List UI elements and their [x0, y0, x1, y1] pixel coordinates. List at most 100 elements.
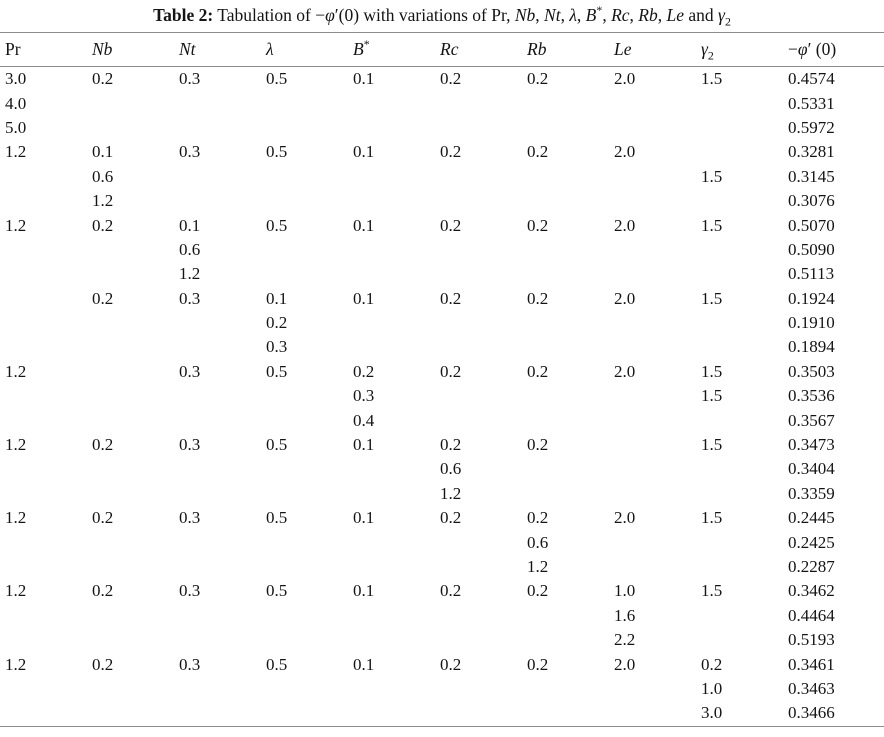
- cell-neg-phi-prime-0: 0.1924: [788, 288, 835, 308]
- cell-b-star: 0.4: [353, 410, 375, 430]
- cell-neg-phi-prime-0: 0.3359: [788, 483, 835, 503]
- cell-b-star: 0.1: [353, 508, 375, 528]
- text-segment: Nt: [179, 39, 196, 59]
- cell-b-star: 0.3: [353, 386, 375, 406]
- table-row: 0.6 1.5 0.3145: [0, 165, 884, 189]
- cell-rb: [522, 482, 609, 506]
- cell-b-star: [348, 189, 435, 213]
- results-table: Pr Nb Nt λ B* Rc Rb Le γ2 −φ′ (0) 3.0 0.2 0.3 0.5 0.1…: [0, 32, 884, 727]
- cell-lambda: [261, 628, 348, 652]
- cell-neg-phi-prime-0: 0.3463: [788, 678, 835, 698]
- cell-pr: 5.0: [5, 117, 27, 137]
- cell-nb: 0.2: [92, 69, 114, 89]
- cell-gamma2: [696, 116, 783, 140]
- table-row: 1.0 0.3463: [0, 677, 884, 701]
- cell-rb: [522, 262, 609, 286]
- cell-le: [609, 482, 696, 506]
- cell-gamma2: 1.5: [701, 166, 723, 186]
- cell-b-star: 0.2: [353, 361, 375, 381]
- cell-nb: [87, 604, 174, 628]
- cell-le: 2.0: [614, 361, 636, 381]
- cell-rc: 0.2: [440, 654, 462, 674]
- cell-gamma2: [696, 311, 783, 335]
- cell-gamma2: 1.5: [701, 581, 723, 601]
- text-segment: Le: [666, 5, 685, 25]
- cell-rc: [435, 238, 522, 262]
- cell-lambda: [261, 701, 348, 726]
- cell-le: 2.0: [614, 288, 636, 308]
- cell-pr: [0, 677, 87, 701]
- cell-neg-phi-prime-0: 0.1894: [788, 337, 835, 357]
- cell-rc: 0.2: [440, 435, 462, 455]
- cell-le: [609, 335, 696, 359]
- cell-b-star: 0.1: [353, 654, 375, 674]
- cell-pr: [0, 408, 87, 432]
- cell-gamma2: [696, 555, 783, 579]
- cell-rb: [522, 189, 609, 213]
- cell-neg-phi-prime-0: 0.2287: [788, 557, 835, 576]
- text-segment: ,: [629, 5, 639, 25]
- column-header-pr: Pr: [0, 33, 87, 67]
- cell-rc: 0.2: [440, 508, 462, 528]
- cell-rc: 0.6: [440, 459, 462, 479]
- cell-gamma2: [696, 628, 783, 652]
- cell-gamma2: [696, 457, 783, 481]
- cell-b-star: [348, 262, 435, 286]
- cell-rb: [522, 408, 609, 432]
- column-header-neg-phi-prime-0: −φ′ (0): [783, 33, 884, 67]
- text-segment: ′ (0): [807, 39, 837, 59]
- cell-rc: [435, 530, 522, 554]
- cell-lambda: [261, 165, 348, 189]
- cell-neg-phi-prime-0: 0.3462: [788, 581, 835, 601]
- cell-gamma2: 0.2: [701, 654, 723, 674]
- cell-nb: [87, 555, 174, 579]
- cell-rb: [522, 457, 609, 481]
- cell-neg-phi-prime-0: 0.5113: [788, 264, 835, 284]
- cell-nt: 0.6: [179, 239, 201, 259]
- cell-neg-phi-prime-0: 0.3076: [788, 191, 835, 211]
- cell-b-star: [348, 91, 435, 115]
- cell-nt: 0.3: [179, 508, 201, 528]
- cell-rc: [435, 165, 522, 189]
- cell-neg-phi-prime-0: 0.3536: [788, 386, 835, 406]
- cell-pr: [0, 604, 87, 628]
- cell-gamma2: 1.5: [701, 69, 723, 89]
- cell-rc: [435, 677, 522, 701]
- text-segment: Pr: [5, 39, 21, 59]
- cell-nb: 0.2: [92, 288, 114, 308]
- cell-nt: 0.3: [179, 288, 201, 308]
- cell-nt: [174, 604, 261, 628]
- cell-lambda: [261, 384, 348, 408]
- column-header-rb: Rb: [522, 33, 609, 67]
- cell-b-star: 0.1: [353, 215, 375, 235]
- cell-rc: [435, 116, 522, 140]
- cell-pr: [0, 384, 87, 408]
- cell-pr: [0, 189, 87, 213]
- cell-le: [609, 530, 696, 554]
- text-segment: and: [684, 5, 719, 25]
- column-header-le: Le: [609, 33, 696, 67]
- cell-lambda: [261, 189, 348, 213]
- cell-nt: [174, 555, 261, 579]
- cell-rc: [435, 604, 522, 628]
- cell-rc: [435, 189, 522, 213]
- cell-le: [609, 433, 696, 457]
- table-row: 0.4 0.3567: [0, 408, 884, 432]
- cell-nt: [174, 457, 261, 481]
- cell-nt: 0.3: [179, 361, 201, 381]
- cell-lambda: 0.5: [266, 142, 288, 162]
- column-header-nt: Nt: [174, 33, 261, 67]
- cell-nb: [87, 360, 174, 384]
- cell-nb: 0.2: [92, 508, 114, 528]
- cell-nt: [174, 628, 261, 652]
- text-segment: (0) with variations of Pr,: [338, 5, 515, 25]
- text-segment: Table 2:: [153, 5, 214, 25]
- cell-b-star: [348, 457, 435, 481]
- cell-le: 1.0: [614, 581, 636, 601]
- cell-rb: 0.2: [527, 654, 549, 674]
- cell-le: [609, 238, 696, 262]
- cell-pr: [0, 238, 87, 262]
- cell-nb: [87, 677, 174, 701]
- cell-gamma2: 1.5: [701, 508, 723, 528]
- cell-gamma2: 3.0: [701, 703, 723, 723]
